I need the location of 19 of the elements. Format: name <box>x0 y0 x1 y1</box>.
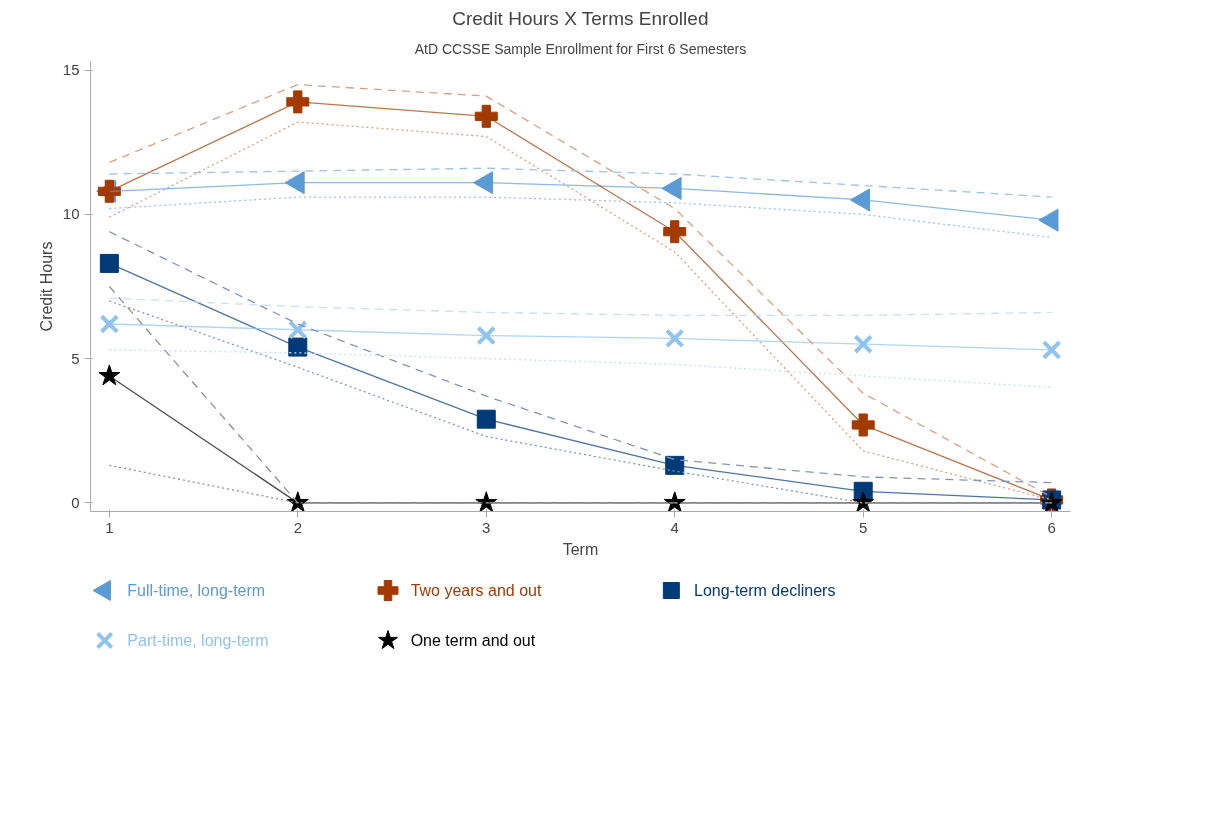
y-axis-title: Credit Hours <box>37 241 55 332</box>
chart-subtitle: AtD CCSSE Sample Enrollment for First 6 Semesters <box>414 40 747 57</box>
legend-label: Part-time, long-term <box>127 632 269 649</box>
y-tick-label: 0 <box>71 493 80 511</box>
y-tick-label: 15 <box>62 61 80 79</box>
x-tick-label: 3 <box>482 518 491 536</box>
x-tick-label: 1 <box>105 518 114 536</box>
x-tick-label: 5 <box>859 518 868 536</box>
legend-label: One term and out <box>410 632 536 649</box>
y-tick-label: 5 <box>71 349 80 367</box>
y-tick-label: 10 <box>62 205 80 223</box>
x-tick-label: 6 <box>1047 518 1056 536</box>
legend-label: Two years and out <box>410 582 542 599</box>
x-axis-title: Term <box>562 540 599 558</box>
x-tick-label: 2 <box>293 518 302 536</box>
chart-title: Credit Hours X Terms Enrolled <box>452 7 709 29</box>
legend-label: Full-time, long-term <box>127 582 266 599</box>
x-tick-label: 4 <box>670 518 679 536</box>
legend-label: Long-term decliners <box>694 582 836 599</box>
